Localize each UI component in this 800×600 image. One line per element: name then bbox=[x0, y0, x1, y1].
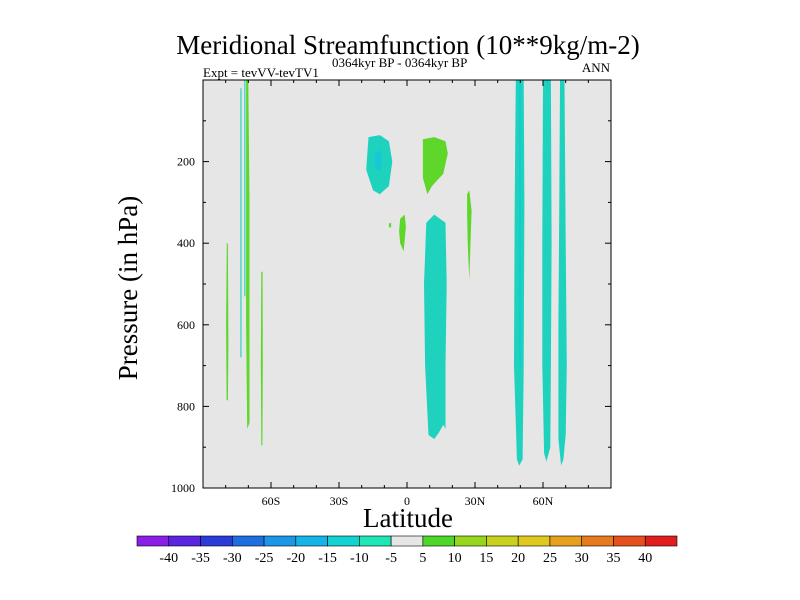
colorbar-swatch bbox=[390, 535, 424, 547]
y-axis-ticks: 200 400 600 800 1000 bbox=[171, 120, 611, 495]
colorbar-swatch bbox=[517, 535, 551, 547]
chart-title: Meridional Streamfunction (10**9kg/m-2) bbox=[176, 30, 639, 60]
contour-region-sh-high-lat-green-tall bbox=[246, 80, 250, 429]
contour-region-sh-high-lat-thin-cyan-2 bbox=[244, 80, 246, 297]
colorbar-swatch bbox=[231, 535, 265, 547]
colorbar-swatch bbox=[613, 535, 646, 547]
contour-region-sh-high-lat-green-left bbox=[226, 243, 229, 401]
subtitle-left: Expt = tevVV-tevTV1 bbox=[203, 65, 319, 80]
colorbar-label: 20 bbox=[511, 551, 525, 566]
colorbar-label: 25 bbox=[543, 551, 557, 566]
plot-area bbox=[202, 79, 612, 489]
y-axis-label: Pressure (in hPa) bbox=[113, 196, 143, 380]
colorbar-label: 30 bbox=[575, 551, 589, 566]
contour-region-sh-upper-trop-cyan-core bbox=[375, 149, 383, 172]
colorbar-swatch bbox=[263, 535, 297, 547]
colorbar-swatch bbox=[359, 535, 392, 547]
colorbar-label: -35 bbox=[191, 551, 210, 566]
x-axis-label: Latitude bbox=[363, 503, 453, 533]
y-tick-label: 400 bbox=[177, 236, 195, 250]
contour-region-sh-high-lat-thin-cyan-1 bbox=[240, 88, 242, 358]
contour-region-nh-upper-trop-green bbox=[422, 137, 448, 195]
contour-region-nh-tropical-cyan-column bbox=[424, 214, 447, 439]
contour-region-nh-subtrop-green-sliver bbox=[467, 190, 472, 280]
colorbar-label: -5 bbox=[385, 551, 397, 566]
y-tick-label: 600 bbox=[177, 318, 195, 332]
y-tick-label: 200 bbox=[177, 155, 195, 169]
subtitle-center: 0364kyr BP - 0364kyr BP bbox=[332, 55, 467, 70]
colorbar-label: -40 bbox=[159, 551, 178, 566]
colorbar-label: -10 bbox=[350, 551, 369, 566]
contour-region-sh-high-lat-green-right bbox=[260, 271, 263, 446]
subtitle-right: ANN bbox=[582, 60, 611, 75]
colorbar-label: -25 bbox=[255, 551, 274, 566]
contour-region-nh-midlat-cyan-core-1 bbox=[519, 80, 521, 366]
contour-regions bbox=[226, 80, 567, 466]
colorbar-swatch bbox=[295, 535, 328, 547]
colorbar-swatch bbox=[136, 535, 170, 547]
contour-region-nh-midlat-cyan-column-2 bbox=[542, 80, 552, 462]
colorbar-label: 40 bbox=[638, 551, 652, 566]
contour-region-nh-midlat-cyan-core-2 bbox=[547, 80, 549, 93]
colorbar-swatch bbox=[200, 535, 233, 547]
x-tick-label: 60N bbox=[533, 494, 554, 508]
x-tick-label: 0 bbox=[404, 494, 410, 508]
x-tick-label: 30S bbox=[330, 494, 349, 508]
y-tick-label: 800 bbox=[177, 399, 195, 413]
colorbar-swatch bbox=[549, 535, 583, 547]
colorbar-swatch bbox=[486, 535, 519, 547]
colorbar-label: 10 bbox=[448, 551, 462, 566]
contour-region-nh-midlat-cyan-column-3 bbox=[558, 80, 567, 466]
contour-region-eq-mid-trop-green bbox=[399, 214, 406, 252]
colorbar-label: 5 bbox=[419, 551, 426, 566]
y-tick-label: 1000 bbox=[171, 481, 195, 495]
colorbar-label: -15 bbox=[318, 551, 337, 566]
colorbar-swatch bbox=[168, 535, 201, 547]
colorbar-swatch bbox=[644, 535, 678, 547]
x-tick-label: 30N bbox=[465, 494, 486, 508]
colorbar-swatch bbox=[327, 535, 360, 547]
x-tick-label: 60S bbox=[262, 494, 281, 508]
colorbar-label: -30 bbox=[223, 551, 242, 566]
contour-region-eq-mid-trop-green-dot bbox=[388, 222, 392, 228]
colorbar-swatch bbox=[422, 535, 455, 547]
colorbar-label: 35 bbox=[606, 551, 620, 566]
colorbar-swatch bbox=[454, 535, 487, 547]
colorbar-label: -20 bbox=[286, 551, 305, 566]
x-axis-ticks: 60S 30S 0 30N 60N bbox=[225, 80, 589, 508]
colorbar-swatch bbox=[581, 535, 614, 547]
colorbar: -40 -35 -30 -25 -20 -15 -10 -5 5 10 15 20 25 30 35 40 bbox=[136, 535, 678, 566]
colorbar-label: 15 bbox=[479, 551, 493, 566]
